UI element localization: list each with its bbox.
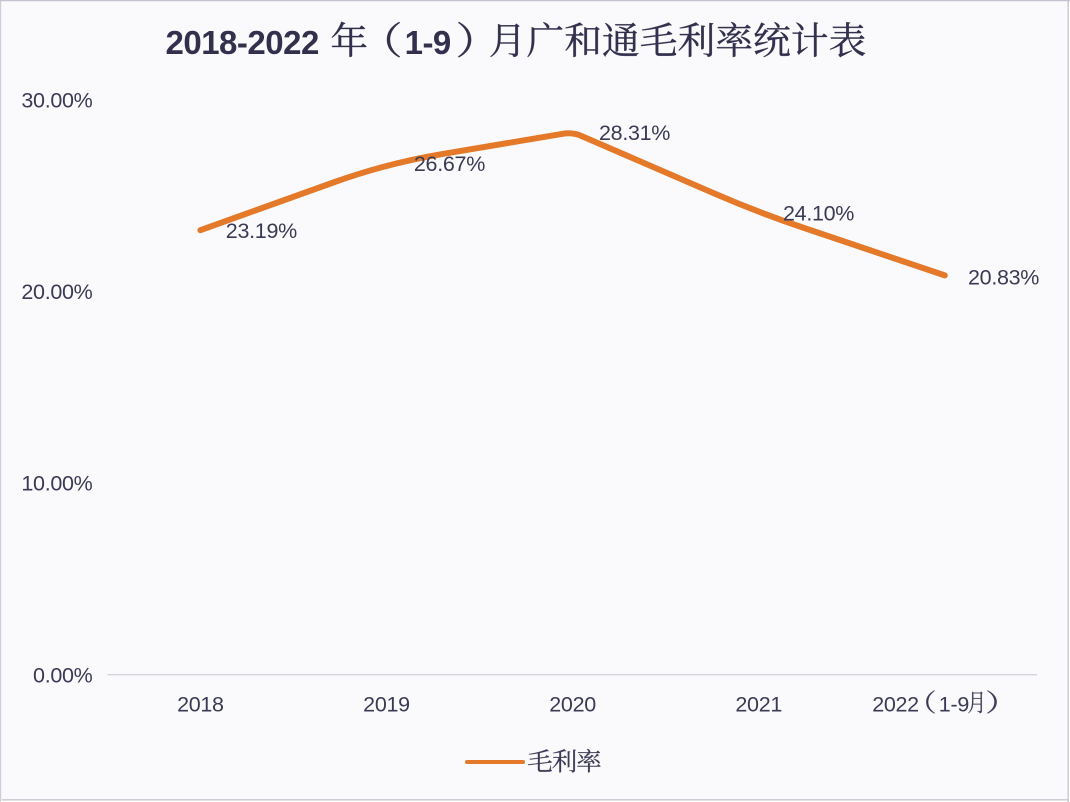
svg-text:1-9: 1-9 <box>405 24 451 61</box>
svg-text:20.00%: 20.00% <box>21 280 92 304</box>
svg-text:2021: 2021 <box>735 692 782 716</box>
svg-text:23.19%: 23.19% <box>226 219 297 243</box>
svg-text:28.31%: 28.31% <box>599 121 670 145</box>
svg-text:20.83%: 20.83% <box>968 266 1039 290</box>
svg-text:1-9: 1-9 <box>939 692 969 716</box>
svg-text:26.67%: 26.67% <box>414 152 485 176</box>
svg-text:2018: 2018 <box>177 692 224 716</box>
svg-text:0.00%: 0.00% <box>33 663 93 687</box>
svg-text:30.00%: 30.00% <box>21 89 92 113</box>
svg-text:2020: 2020 <box>549 692 596 716</box>
svg-text:2018-2022: 2018-2022 <box>166 24 319 61</box>
svg-text:2019: 2019 <box>363 692 410 716</box>
svg-text:24.10%: 24.10% <box>783 201 854 225</box>
svg-text:2022: 2022 <box>872 692 919 716</box>
svg-text:10.00%: 10.00% <box>21 472 92 496</box>
